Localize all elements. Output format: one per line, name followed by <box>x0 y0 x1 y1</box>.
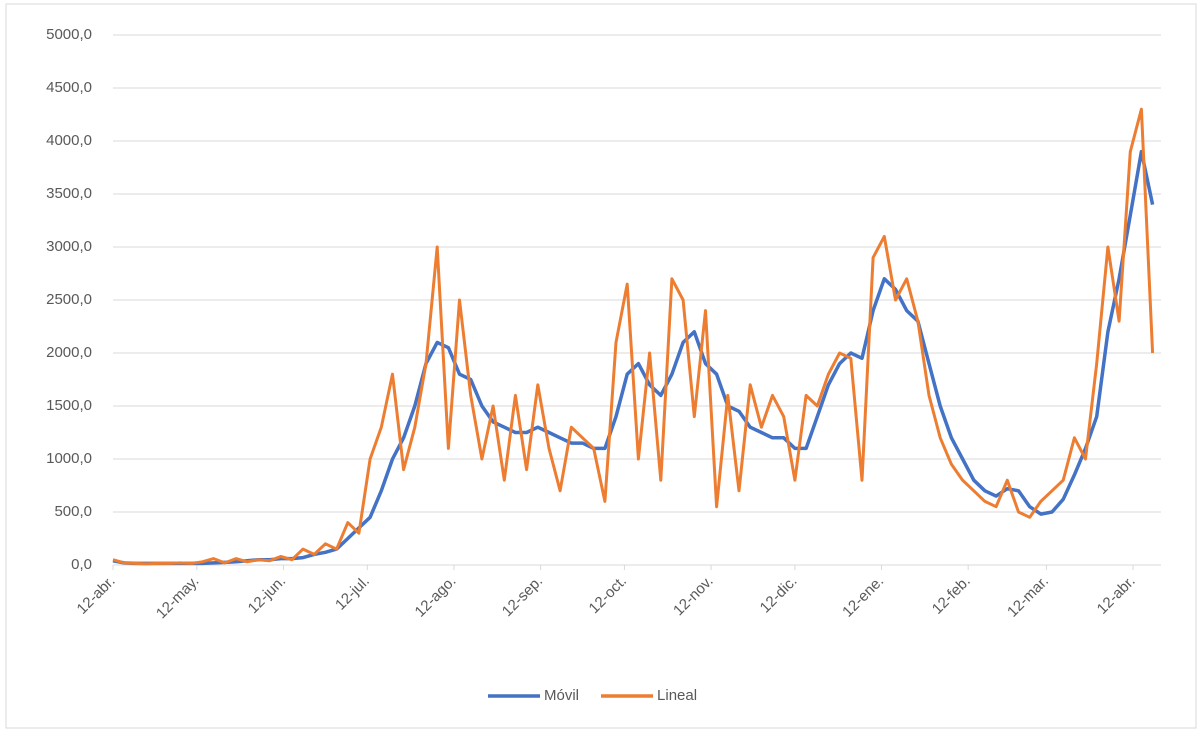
legend-label: Lineal <box>657 687 697 704</box>
y-tick-label: 1000,0 <box>46 450 92 467</box>
series-line <box>112 107 1155 566</box>
y-tick-label: 4000,0 <box>46 132 92 149</box>
y-tick-label: 1500,0 <box>46 397 92 414</box>
y-tick-label: 5000,0 <box>46 26 92 43</box>
y-tick-label: 3500,0 <box>46 185 92 202</box>
y-tick-label: 3000,0 <box>46 238 92 255</box>
y-tick-label: 2000,0 <box>46 344 92 361</box>
legend-label: Móvil <box>544 687 579 704</box>
chart-frame <box>5 3 1197 729</box>
y-tick-label: 4500,0 <box>46 79 92 96</box>
y-tick-label: 2500,0 <box>46 291 92 308</box>
y-tick-label: 0,0 <box>71 556 92 573</box>
y-tick-label: 500,0 <box>54 503 92 520</box>
